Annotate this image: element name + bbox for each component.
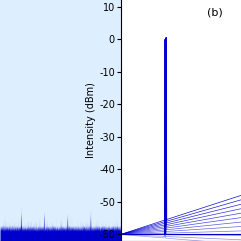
Text: (b): (b)	[207, 7, 223, 17]
Y-axis label: Intensity (dBm): Intensity (dBm)	[86, 83, 96, 158]
